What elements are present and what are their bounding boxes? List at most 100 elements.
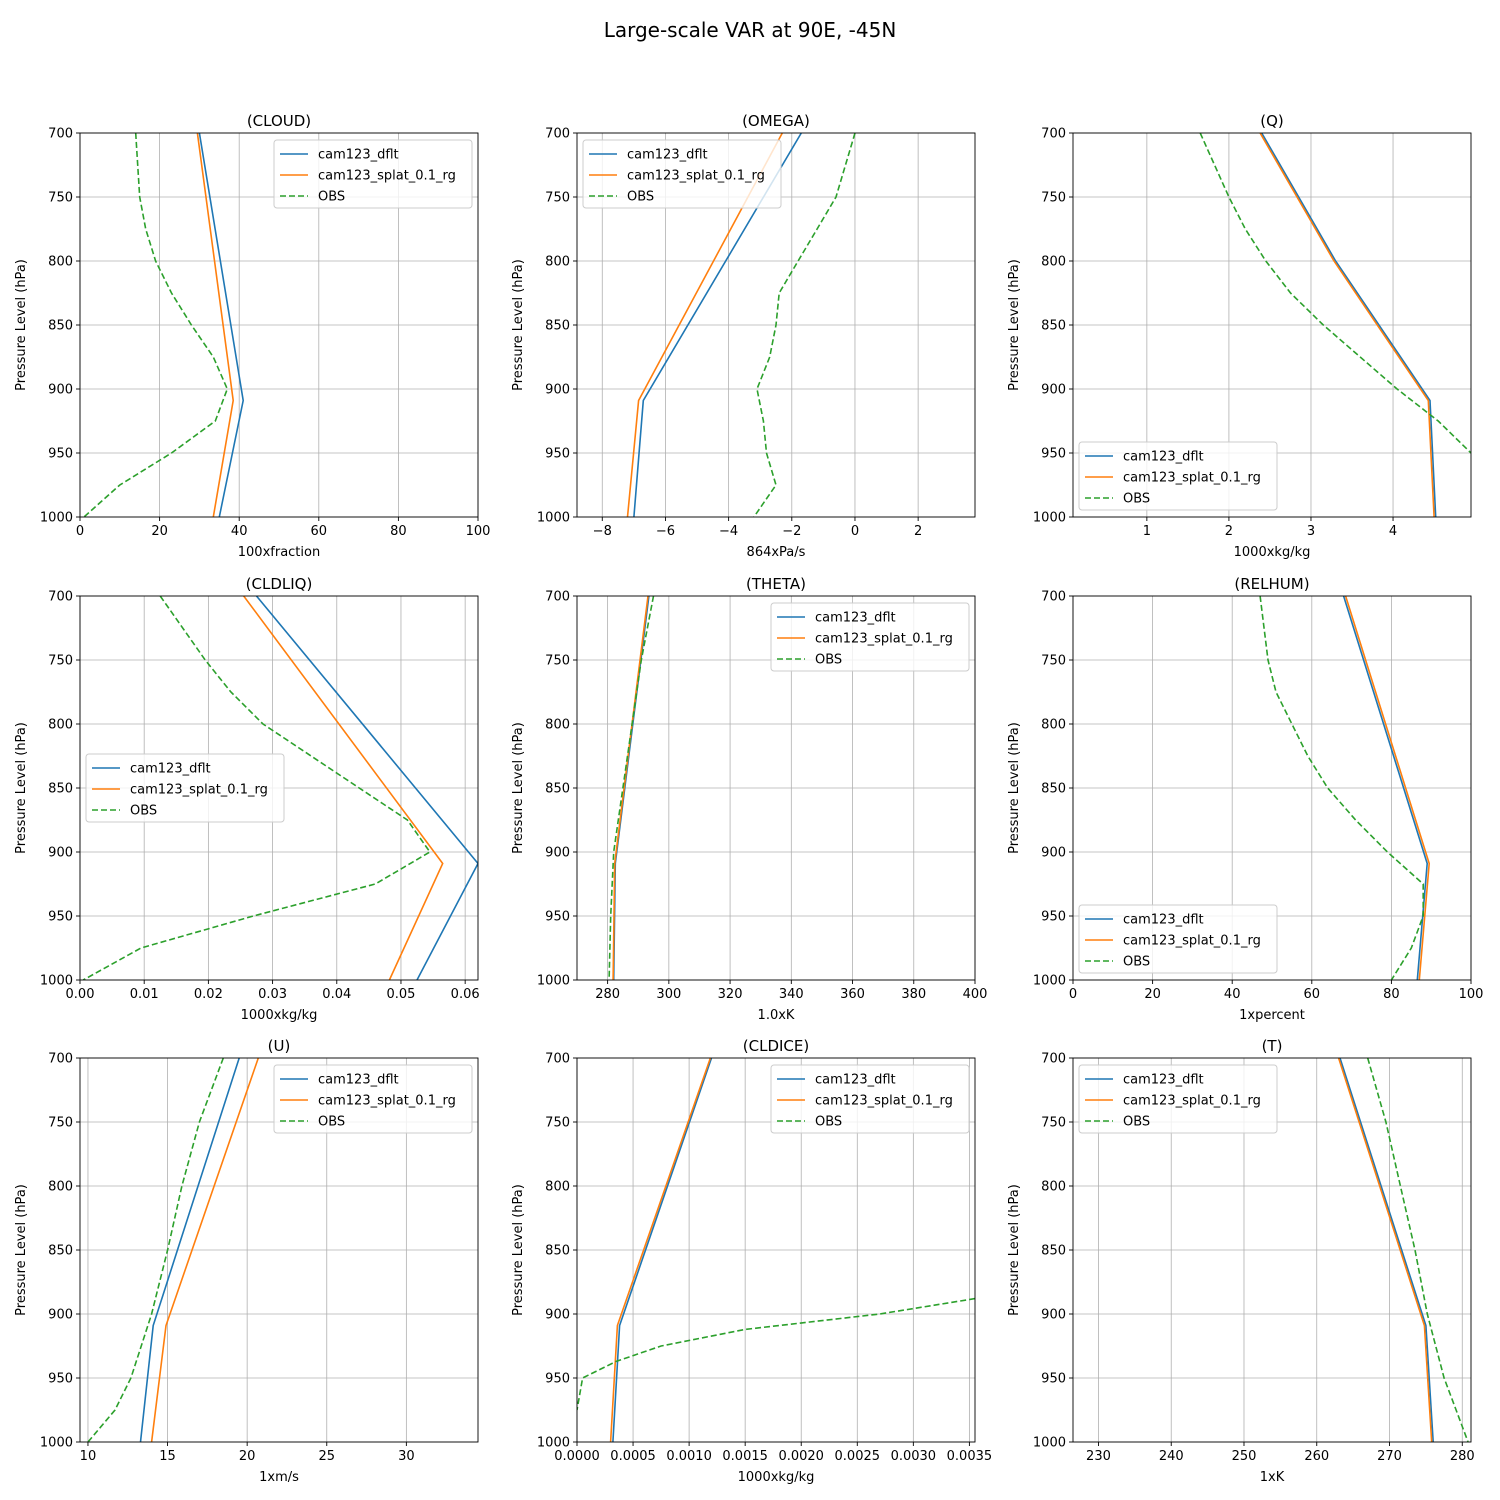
y-tick-label: 800 [545,1180,570,1195]
legend-label: OBS [1123,492,1150,507]
legend-label: cam123_dflt [1123,450,1204,465]
series-line-cam123_splat_0.1_rg [1344,596,1431,980]
y-tick-label: 950 [545,447,570,462]
legend-box [85,753,285,823]
y-tick-label: 750 [1041,1116,1066,1131]
y-tick-label: 750 [545,191,570,206]
x-tick-label: −2 [782,524,801,539]
x-tick-label: 0.0030 [891,1449,937,1464]
series-group [608,596,655,980]
series-group [1259,596,1431,980]
x-tick-label: 100 [466,524,491,539]
x-tick-label: 100 [1459,987,1484,1002]
legend: cam123_dflt cam123_splat_0.1_rg OBS [273,139,473,209]
series-group [1199,133,1471,517]
legend: cam123_dflt cam123_splat_0.1_rg OBS [1078,904,1278,974]
x-tick-label: 0.01 [130,987,159,1002]
y-tick-label: 750 [545,1116,570,1131]
legend-label: OBS [1123,1115,1150,1130]
y-tick-label: 800 [1041,255,1066,270]
x-tick-label: 4 [1389,524,1397,539]
x-tick-label: 400 [963,987,988,1002]
series-line-OBS [608,596,655,980]
y-axis-label: Pressure Level (hPa) [511,1184,526,1316]
panel-4: 280 300 320 340 360 380 400 700 750 800 850 900 950 1… [511,575,987,1023]
x-tick-label: 0.0000 [554,1449,600,1464]
series-line-cam123_dflt [139,1058,240,1442]
y-tick-label: 850 [545,1244,570,1259]
legend-label: cam123_splat_0.1_rg [815,1094,953,1109]
x-tick-label: 0.0035 [947,1449,993,1464]
x-tick-label: 0.0005 [610,1449,656,1464]
series-line-cam123_splat_0.1_rg [1259,133,1435,517]
panel-8: 230 240 250 260 270 280 700 750 800 850 900 950 1000… [1007,1037,1475,1485]
series-line-cam123_splat_0.1_rg [196,133,235,517]
x-tick-label: 0.0025 [835,1449,881,1464]
y-tick-label: 800 [48,718,73,733]
x-tick-label: 0.04 [322,987,351,1002]
y-axis-label: Pressure Level (hPa) [14,722,29,854]
x-axis-label: 1000xkg/kg [738,1470,815,1485]
y-tick-label: 700 [545,127,570,142]
series-line-OBS [1366,1058,1469,1442]
x-tick-label: 360 [840,987,865,1002]
legend-label: OBS [130,804,157,819]
x-tick-label: 250 [1232,1449,1257,1464]
y-tick-label: 850 [1041,1244,1066,1259]
y-tick-label: 700 [48,127,73,142]
y-tick-label: 900 [545,846,570,861]
y-tick-label: 700 [1041,1052,1066,1067]
x-tick-label: 2 [914,524,922,539]
x-axis-label: 1000xkg/kg [241,1008,318,1023]
x-tick-label: −6 [656,524,675,539]
legend-label: cam123_splat_0.1_rg [318,169,456,184]
legend-label: cam123_dflt [627,148,708,163]
y-axis-label: Pressure Level (hPa) [511,259,526,391]
legend: cam123_dflt cam123_splat_0.1_rg OBS [770,1064,970,1134]
x-tick-label: 0 [851,524,859,539]
series-line-cam123_dflt [633,133,802,517]
x-tick-label: 15 [159,1449,176,1464]
y-tick-label: 900 [1041,1308,1066,1323]
x-tick-label: 380 [901,987,926,1002]
series-group [87,1058,260,1442]
panel-title: (OMEGA) [742,112,810,130]
series-line-OBS [87,1058,225,1442]
series-group [1337,1058,1469,1442]
panel-title: (CLDLIQ) [246,575,313,593]
legend-box [770,1064,970,1134]
panel-7: 0.0000 0.0005 0.0010 0.0015 0.0020 0.0025 0.00… [511,1037,992,1485]
y-tick-label: 950 [545,1372,570,1387]
x-axis-label: 864xPa/s [747,545,806,560]
x-tick-label: 30 [398,1449,415,1464]
legend-box [582,139,782,209]
legend-label: OBS [815,1115,842,1130]
x-tick-label: 0.03 [258,987,287,1002]
series-line-cam123_splat_0.1_rg [150,1058,260,1442]
x-tick-label: 0 [1069,987,1077,1002]
legend-label: cam123_splat_0.1_rg [1123,934,1261,949]
y-tick-label: 950 [48,447,73,462]
y-tick-label: 900 [48,1308,73,1323]
series-group [82,596,478,980]
x-tick-label: 240 [1159,1449,1184,1464]
x-tick-label: 280 [595,987,620,1002]
x-tick-label: 60 [311,524,328,539]
y-tick-label: 750 [48,654,73,669]
x-tick-label: 0.00 [66,987,95,1002]
series-line-cam123_splat_0.1_rg [626,133,784,517]
y-tick-label: 1000 [1033,511,1066,526]
y-tick-label: 700 [48,590,73,605]
legend-box [1078,441,1278,511]
panel-1: −8 −6 −4 −2 0 2 700 750 800 850 900 950 1000 (OMEGA) 8… [511,112,976,560]
x-tick-label: 2 [1225,524,1233,539]
legend-label: cam123_dflt [815,1073,896,1088]
x-tick-label: 0.05 [386,987,415,1002]
series-line-cam123_splat_0.1_rg [243,596,444,980]
x-tick-label: −8 [593,524,612,539]
legend-label: cam123_dflt [1123,1073,1204,1088]
y-tick-label: 750 [48,1116,73,1131]
panel-title: (T) [1262,1037,1283,1055]
x-axis-label: 1xm/s [259,1470,299,1485]
x-tick-label: 1 [1143,524,1151,539]
